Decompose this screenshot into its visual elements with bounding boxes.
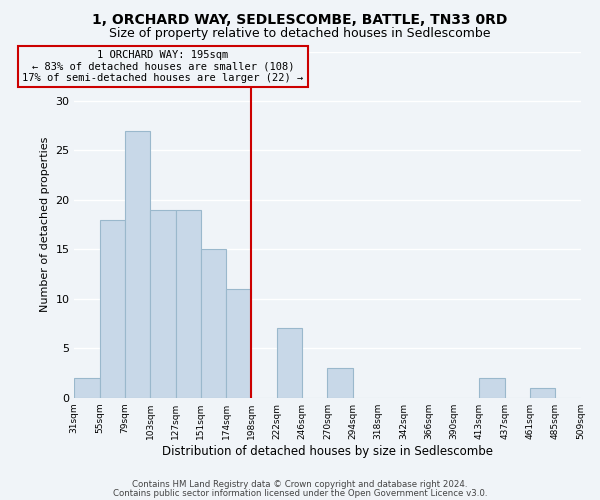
- Text: 1, ORCHARD WAY, SEDLESCOMBE, BATTLE, TN33 0RD: 1, ORCHARD WAY, SEDLESCOMBE, BATTLE, TN3…: [92, 12, 508, 26]
- Bar: [277, 328, 302, 398]
- Bar: [125, 130, 150, 398]
- Bar: [74, 378, 100, 398]
- Bar: [201, 250, 226, 398]
- Text: 1 ORCHARD WAY: 195sqm
← 83% of detached houses are smaller (108)
17% of semi-det: 1 ORCHARD WAY: 195sqm ← 83% of detached …: [22, 50, 304, 83]
- X-axis label: Distribution of detached houses by size in Sedlescombe: Distribution of detached houses by size …: [162, 444, 493, 458]
- Text: Contains public sector information licensed under the Open Government Licence v3: Contains public sector information licen…: [113, 488, 487, 498]
- Text: Contains HM Land Registry data © Crown copyright and database right 2024.: Contains HM Land Registry data © Crown c…: [132, 480, 468, 489]
- Bar: [176, 210, 201, 398]
- Bar: [100, 220, 125, 398]
- Bar: [226, 289, 251, 398]
- Bar: [328, 368, 353, 398]
- Bar: [530, 388, 555, 398]
- Bar: [150, 210, 176, 398]
- Y-axis label: Number of detached properties: Number of detached properties: [40, 137, 50, 312]
- Text: Size of property relative to detached houses in Sedlescombe: Size of property relative to detached ho…: [109, 28, 491, 40]
- Bar: [479, 378, 505, 398]
